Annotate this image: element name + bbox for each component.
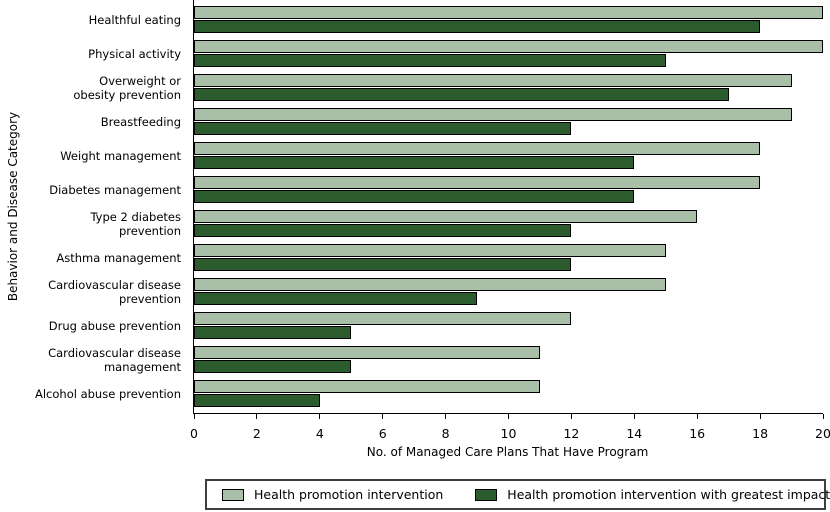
category-label-diabetes-management: Diabetes management bbox=[49, 182, 181, 197]
x-tick-2 bbox=[256, 414, 258, 419]
x-tick-label-12: 12 bbox=[563, 426, 580, 441]
bar-intervention-asthma-management bbox=[194, 244, 666, 257]
x-tick-label-0: 0 bbox=[190, 426, 198, 441]
bar-greatest-impact-weight-management bbox=[194, 156, 635, 169]
bar-greatest-impact-breastfeeding bbox=[194, 122, 572, 135]
category-label-cardiovascular-disease-prevention: Cardiovascular disease prevention bbox=[48, 277, 181, 306]
x-tick-label-4: 4 bbox=[315, 426, 324, 441]
bar-intervention-physical-activity bbox=[194, 40, 823, 53]
category-label-alcohol-abuse-prevention: Alcohol abuse prevention bbox=[34, 386, 181, 401]
x-tick-label-6: 6 bbox=[378, 426, 387, 441]
category-label-healthful-eating: Healthful eating bbox=[88, 12, 181, 27]
legend-swatch-greatest-impact bbox=[475, 488, 498, 501]
category-label-drug-abuse-prevention: Drug abuse prevention bbox=[48, 318, 181, 333]
category-label-type-2-diabetes-prevention: Type 2 diabetes prevention bbox=[90, 209, 181, 238]
bar-intervention-healthful-eating bbox=[194, 6, 823, 19]
x-tick-label-18: 18 bbox=[752, 426, 769, 441]
x-tick-16 bbox=[696, 414, 698, 419]
bar-greatest-impact-cardiovascular-disease-management bbox=[194, 360, 352, 373]
legend-item-greatest-impact: Health promotion intervention with great… bbox=[475, 487, 830, 502]
bar-intervention-type-2-diabetes-prevention bbox=[194, 210, 698, 223]
category-label-cardiovascular-disease-management: Cardiovascular disease management bbox=[48, 345, 181, 374]
category-label-breastfeeding: Breastfeeding bbox=[100, 114, 181, 129]
x-tick-label-14: 14 bbox=[626, 426, 643, 441]
bar-greatest-impact-diabetes-management bbox=[194, 190, 635, 203]
legend: Health promotion intervention Health pro… bbox=[205, 479, 830, 510]
x-tick-14 bbox=[633, 414, 635, 419]
x-tick-20 bbox=[822, 414, 824, 419]
bar-intervention-drug-abuse-prevention bbox=[194, 312, 572, 325]
legend-label-greatest-impact: Health promotion intervention with great… bbox=[507, 487, 830, 502]
bar-intervention-alcohol-abuse-prevention bbox=[194, 380, 540, 393]
bar-intervention-overweight-or-obesity-prevention bbox=[194, 74, 792, 87]
bar-greatest-impact-asthma-management bbox=[194, 258, 572, 271]
bar-greatest-impact-alcohol-abuse-prevention bbox=[194, 394, 320, 407]
x-tick-10 bbox=[508, 414, 509, 419]
category-labels: Healthful eating Physical activity Overwei… bbox=[0, 0, 187, 413]
x-tick-label-10: 10 bbox=[500, 426, 517, 441]
bar-greatest-impact-physical-activity bbox=[194, 54, 666, 67]
legend-swatch-intervention bbox=[222, 488, 244, 501]
x-tick-0 bbox=[193, 414, 195, 419]
bar-intervention-breastfeeding bbox=[194, 108, 792, 121]
x-tick-6 bbox=[382, 414, 384, 419]
bar-greatest-impact-cardiovascular-disease-prevention bbox=[194, 292, 478, 305]
x-tick-label-20: 20 bbox=[815, 426, 830, 441]
category-label-weight-management: Weight management bbox=[60, 148, 181, 163]
bar-intervention-cardiovascular-disease-management bbox=[194, 346, 540, 359]
legend-label-intervention: Health promotion intervention bbox=[254, 487, 444, 502]
bar-intervention-cardiovascular-disease-prevention bbox=[194, 278, 666, 291]
category-label-asthma-management: Asthma management bbox=[56, 250, 181, 265]
x-tick-label-16: 16 bbox=[689, 426, 706, 441]
plot-area: 0 2 4 6 8 10 12 14 16 18 20 bbox=[190, 0, 830, 441]
x-tick-label-8: 8 bbox=[441, 426, 450, 441]
x-tick-4 bbox=[319, 414, 321, 419]
x-tick-8 bbox=[445, 414, 447, 419]
bar-intervention-diabetes-management bbox=[194, 176, 761, 189]
bar-greatest-impact-overweight-or-obesity-prevention bbox=[194, 88, 729, 101]
legend-item-intervention: Health promotion intervention bbox=[222, 487, 443, 502]
bar-intervention-weight-management bbox=[194, 142, 761, 155]
x-tick-12 bbox=[570, 414, 572, 419]
x-axis-title: No. of Managed Care Plans That Have Prog… bbox=[366, 445, 649, 459]
x-tick-label-2: 2 bbox=[252, 426, 261, 441]
category-label-physical-activity: Physical activity bbox=[88, 46, 181, 61]
category-label-overweight-or-obesity-prevention: Overweight or obesity prevention bbox=[73, 73, 181, 102]
bar-greatest-impact-drug-abuse-prevention bbox=[194, 326, 352, 339]
x-tick-18 bbox=[759, 414, 761, 419]
bar-greatest-impact-healthful-eating bbox=[194, 20, 761, 33]
bar-greatest-impact-type-2-diabetes-prevention bbox=[194, 224, 572, 237]
